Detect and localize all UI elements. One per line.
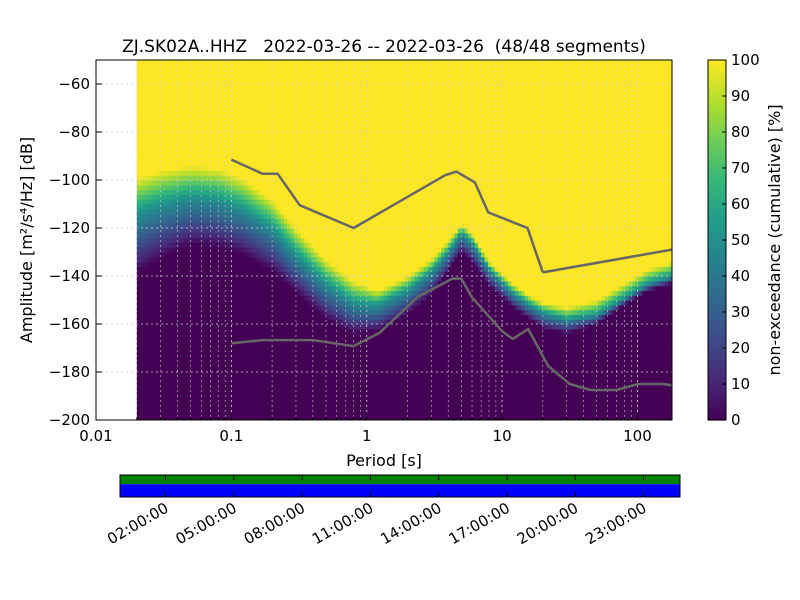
ppsd-heatmap <box>137 60 673 421</box>
chart-title: ZJ.SK02A..HHZ 2022-03-26 -- 2022-03-26 (… <box>122 37 646 57</box>
